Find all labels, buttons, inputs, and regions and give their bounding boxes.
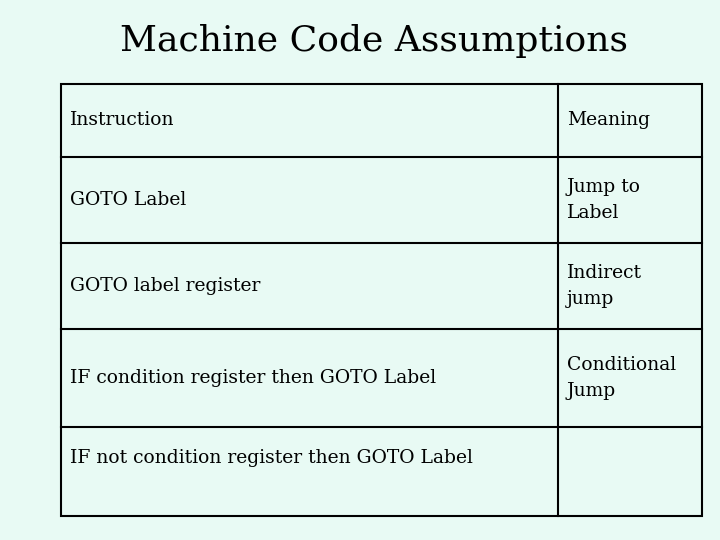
- Text: Conditional
Jump: Conditional Jump: [567, 356, 676, 400]
- Text: Instruction: Instruction: [70, 111, 174, 129]
- Text: Jump to
Label: Jump to Label: [567, 178, 641, 222]
- Text: Machine Code Assumptions: Machine Code Assumptions: [120, 24, 629, 57]
- Text: GOTO label register: GOTO label register: [70, 277, 260, 295]
- Bar: [61, 84, 702, 516]
- Text: Indirect
jump: Indirect jump: [567, 264, 642, 308]
- Text: IF condition register then GOTO Label: IF condition register then GOTO Label: [70, 369, 436, 387]
- Text: Meaning: Meaning: [567, 111, 649, 129]
- Text: GOTO Label: GOTO Label: [70, 191, 186, 209]
- Text: IF not condition register then GOTO Label: IF not condition register then GOTO Labe…: [70, 449, 473, 467]
